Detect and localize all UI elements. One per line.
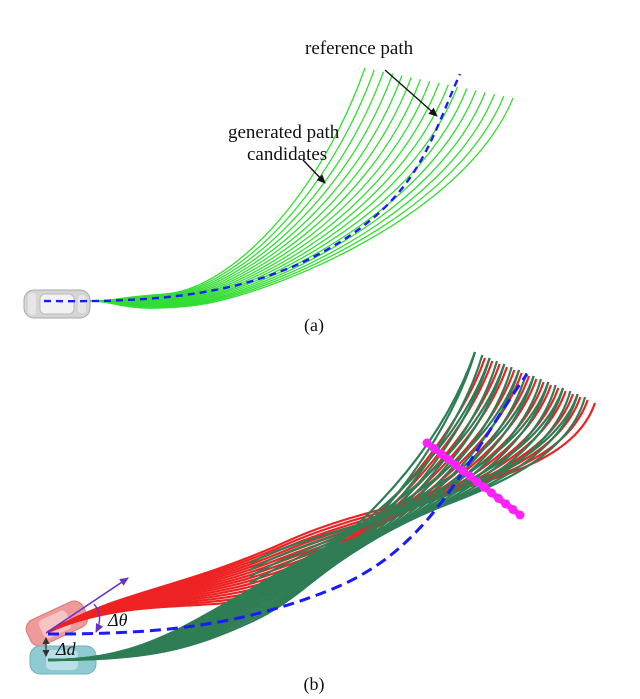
candidate-path	[89, 97, 514, 309]
candidate-path	[89, 71, 385, 302]
marker-dot	[486, 488, 496, 498]
lateral-offset-markers	[422, 438, 525, 520]
panel-b: Δθ Δd (b)	[25, 351, 597, 695]
candidate-path	[89, 73, 394, 302]
green-path-overlay	[249, 363, 506, 598]
candidate-path	[89, 84, 449, 305]
marker-dot	[422, 438, 432, 448]
panel-a-caption: (a)	[304, 315, 324, 336]
green-path-overlay	[249, 381, 550, 578]
red-path-candidates	[47, 357, 597, 634]
candidate-path	[89, 69, 375, 302]
candidate-path	[89, 79, 422, 303]
marker-dot	[494, 493, 504, 503]
delta-d-label: Δd	[55, 639, 77, 659]
red-path	[47, 384, 553, 633]
green-path-candidates	[47, 351, 587, 662]
car-icon	[23, 289, 91, 319]
reference-label-arrow	[384, 69, 438, 117]
candidates-label-line1: generated path	[228, 122, 340, 143]
marker-dot	[508, 504, 518, 514]
candidates-label-arrow	[302, 159, 326, 184]
marker-dot	[451, 460, 461, 470]
candidate-path	[89, 67, 366, 302]
red-path	[47, 402, 597, 633]
candidate-path	[89, 82, 440, 304]
reference-path	[43, 73, 462, 303]
car-icon-red	[25, 600, 89, 647]
heading-angle-arc	[93, 603, 104, 633]
reference-path-label: reference path	[305, 38, 414, 59]
green-path-overlay	[249, 357, 491, 605]
green-path-overlay	[249, 393, 579, 565]
panel-a: reference path generated path candidates…	[23, 38, 514, 336]
red-path	[47, 393, 575, 633]
marker-dot	[515, 510, 525, 520]
marker-dot	[443, 455, 453, 465]
marker-dot	[436, 449, 446, 459]
candidates-label-line2: candidates	[247, 144, 327, 165]
marker-dot	[429, 444, 439, 454]
candidate-path	[89, 75, 403, 302]
green-path-overlay	[249, 351, 477, 611]
green-path	[47, 396, 587, 662]
green-path-overlay	[249, 375, 535, 585]
marker-dot	[458, 466, 468, 476]
panel-b-caption: (b)	[304, 674, 325, 695]
marker-dot	[472, 477, 482, 487]
reference-path-b	[47, 373, 529, 636]
marker-dot	[465, 471, 475, 481]
marker-dot	[479, 482, 489, 492]
red-path	[47, 387, 560, 633]
green-path-overlay	[249, 369, 521, 591]
candidate-paths	[89, 67, 514, 309]
marker-dot	[501, 499, 511, 509]
green-path-overlay	[249, 387, 565, 571]
heading-arrow	[45, 577, 129, 634]
candidate-path	[89, 77, 412, 303]
candidate-path	[89, 80, 431, 304]
delta-theta-label: Δθ	[107, 610, 128, 630]
